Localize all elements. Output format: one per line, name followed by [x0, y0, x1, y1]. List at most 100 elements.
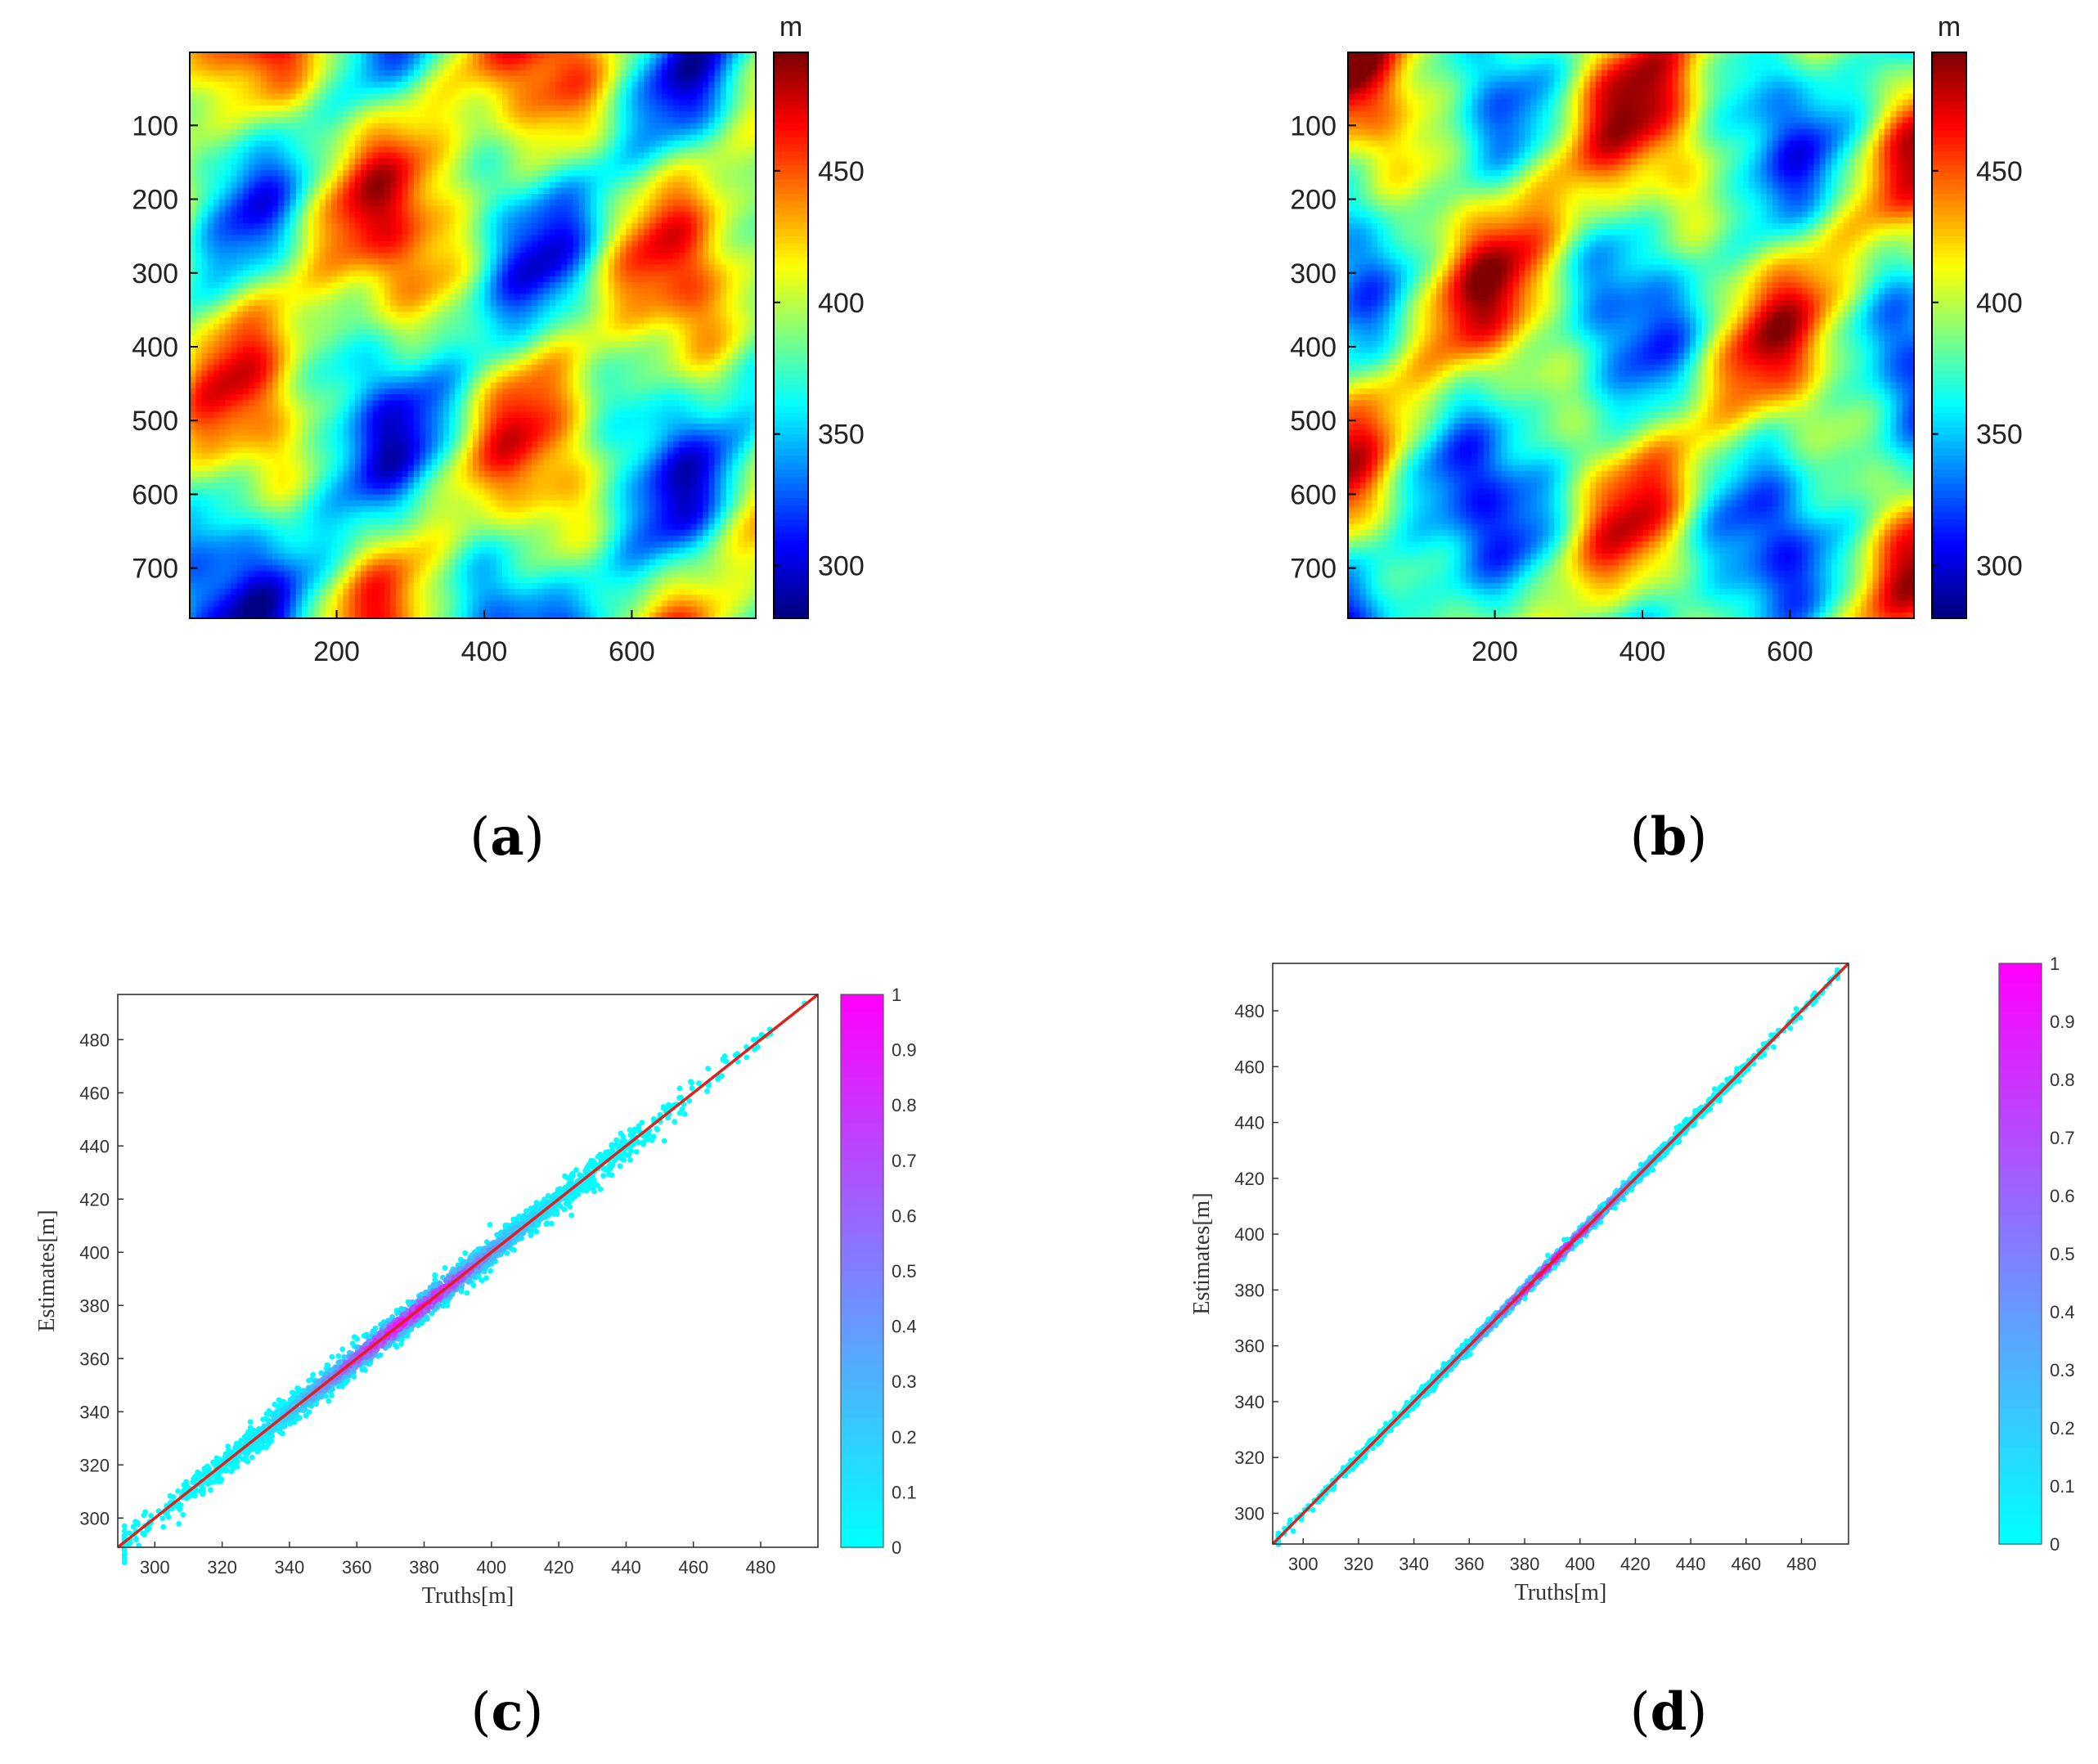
heatmap-cell: [721, 88, 727, 94]
heatmap-cell: [544, 100, 550, 106]
heatmap-cell: [685, 282, 692, 289]
heatmap-cell: [591, 93, 597, 100]
heatmap-cell: [732, 146, 739, 153]
heatmap-cell: [732, 141, 739, 147]
heatmap-cell: [296, 335, 303, 342]
heatmap-cell: [425, 200, 432, 206]
heatmap-cell: [732, 335, 739, 342]
heatmap-cell: [308, 105, 314, 112]
heatmap-cell: [697, 76, 703, 83]
heatmap-cell: [420, 276, 426, 283]
heatmap-cell: [296, 353, 303, 360]
heatmap-cell: [237, 271, 244, 277]
heatmap-cell: [443, 306, 450, 312]
heatmap-cell: [632, 129, 639, 136]
heatmap-cell: [261, 212, 267, 218]
heatmap-cell: [484, 276, 491, 283]
heatmap-cell: [372, 88, 379, 94]
heatmap-cell: [402, 306, 409, 312]
heatmap-cell: [313, 146, 320, 153]
heatmap-cell: [473, 282, 479, 289]
heatmap-cell: [231, 317, 237, 324]
heatmap-cell: [284, 82, 290, 88]
heatmap-cell: [514, 276, 520, 283]
heatmap-cell: [703, 170, 709, 177]
heatmap-cell: [473, 212, 479, 218]
heatmap-cell: [308, 341, 314, 348]
heatmap-cell: [673, 347, 680, 353]
heatmap-cell: [372, 294, 379, 301]
heatmap-cell: [532, 324, 538, 330]
heatmap-cell: [379, 241, 385, 248]
heatmap-cell: [208, 288, 214, 294]
heatmap-cell: [685, 218, 692, 224]
heatmap-cell: [284, 317, 290, 324]
heatmap-cell: [343, 306, 349, 312]
heatmap-cell: [449, 200, 456, 206]
heatmap-cell: [496, 194, 503, 200]
heatmap-cell: [744, 229, 751, 236]
heatmap-cell: [715, 235, 721, 241]
heatmap-cell: [284, 235, 290, 241]
heatmap-cell: [726, 200, 733, 206]
heatmap-cell: [349, 294, 356, 301]
heatmap-cell: [361, 146, 367, 153]
heatmap-cell: [655, 335, 662, 342]
heatmap-cell: [655, 282, 662, 289]
heatmap-cell: [667, 182, 674, 189]
heatmap-cell: [632, 241, 639, 248]
heatmap-cell: [596, 317, 603, 324]
heatmap-cell: [438, 347, 444, 353]
heatmap-cell: [267, 135, 273, 141]
heatmap-cell: [361, 153, 367, 159]
heatmap-cell: [514, 135, 520, 141]
heatmap-cell: [579, 82, 586, 88]
heatmap-cell: [544, 188, 550, 195]
heatmap-cell: [313, 253, 320, 259]
heatmap-cell: [331, 212, 338, 218]
heatmap-cell: [673, 188, 680, 195]
heatmap-cell: [249, 324, 255, 330]
heatmap-cell: [667, 276, 674, 283]
heatmap-cell: [326, 247, 332, 254]
heatmap-cell: [626, 76, 632, 83]
heatmap-cell: [744, 135, 751, 141]
heatmap-cell: [361, 265, 367, 272]
heatmap-cell: [237, 111, 244, 118]
heatmap-cell: [596, 141, 603, 147]
heatmap-cell: [201, 123, 208, 130]
heatmap-cell: [544, 52, 550, 59]
heatmap-cell: [555, 347, 562, 353]
heatmap-cell: [331, 111, 338, 118]
heatmap-cell: [726, 105, 733, 112]
heatmap-cell: [326, 218, 332, 224]
heatmap-cell: [473, 341, 479, 348]
heatmap-cell: [473, 146, 479, 153]
heatmap-cell: [195, 76, 202, 83]
heatmap-cell: [254, 218, 261, 224]
heatmap-cell: [420, 105, 426, 112]
heatmap-cell: [508, 170, 514, 177]
heatmap-cell: [361, 347, 367, 353]
heatmap-cell: [225, 317, 231, 324]
heatmap-cell: [267, 76, 273, 83]
heatmap-cell: [567, 129, 573, 136]
heatmap-cell: [697, 271, 703, 277]
heatmap-cell: [249, 306, 255, 312]
heatmap-cell: [585, 200, 591, 206]
heatmap-cell: [508, 223, 514, 230]
heatmap-cell: [208, 58, 214, 65]
heatmap-cell: [721, 306, 727, 312]
heatmap-cell: [537, 135, 544, 141]
heatmap-cell: [326, 235, 332, 241]
heatmap-cell: [555, 141, 562, 147]
heatmap-cell: [438, 170, 444, 177]
heatmap-cell: [532, 159, 538, 165]
heatmap-cell: [278, 317, 285, 324]
heatmap-cell: [644, 330, 650, 336]
heatmap-cell: [219, 153, 226, 159]
heatmap-cell: [349, 258, 356, 265]
heatmap-cell: [237, 135, 244, 141]
heatmap-cell: [438, 117, 444, 123]
heatmap-cell: [320, 188, 326, 195]
